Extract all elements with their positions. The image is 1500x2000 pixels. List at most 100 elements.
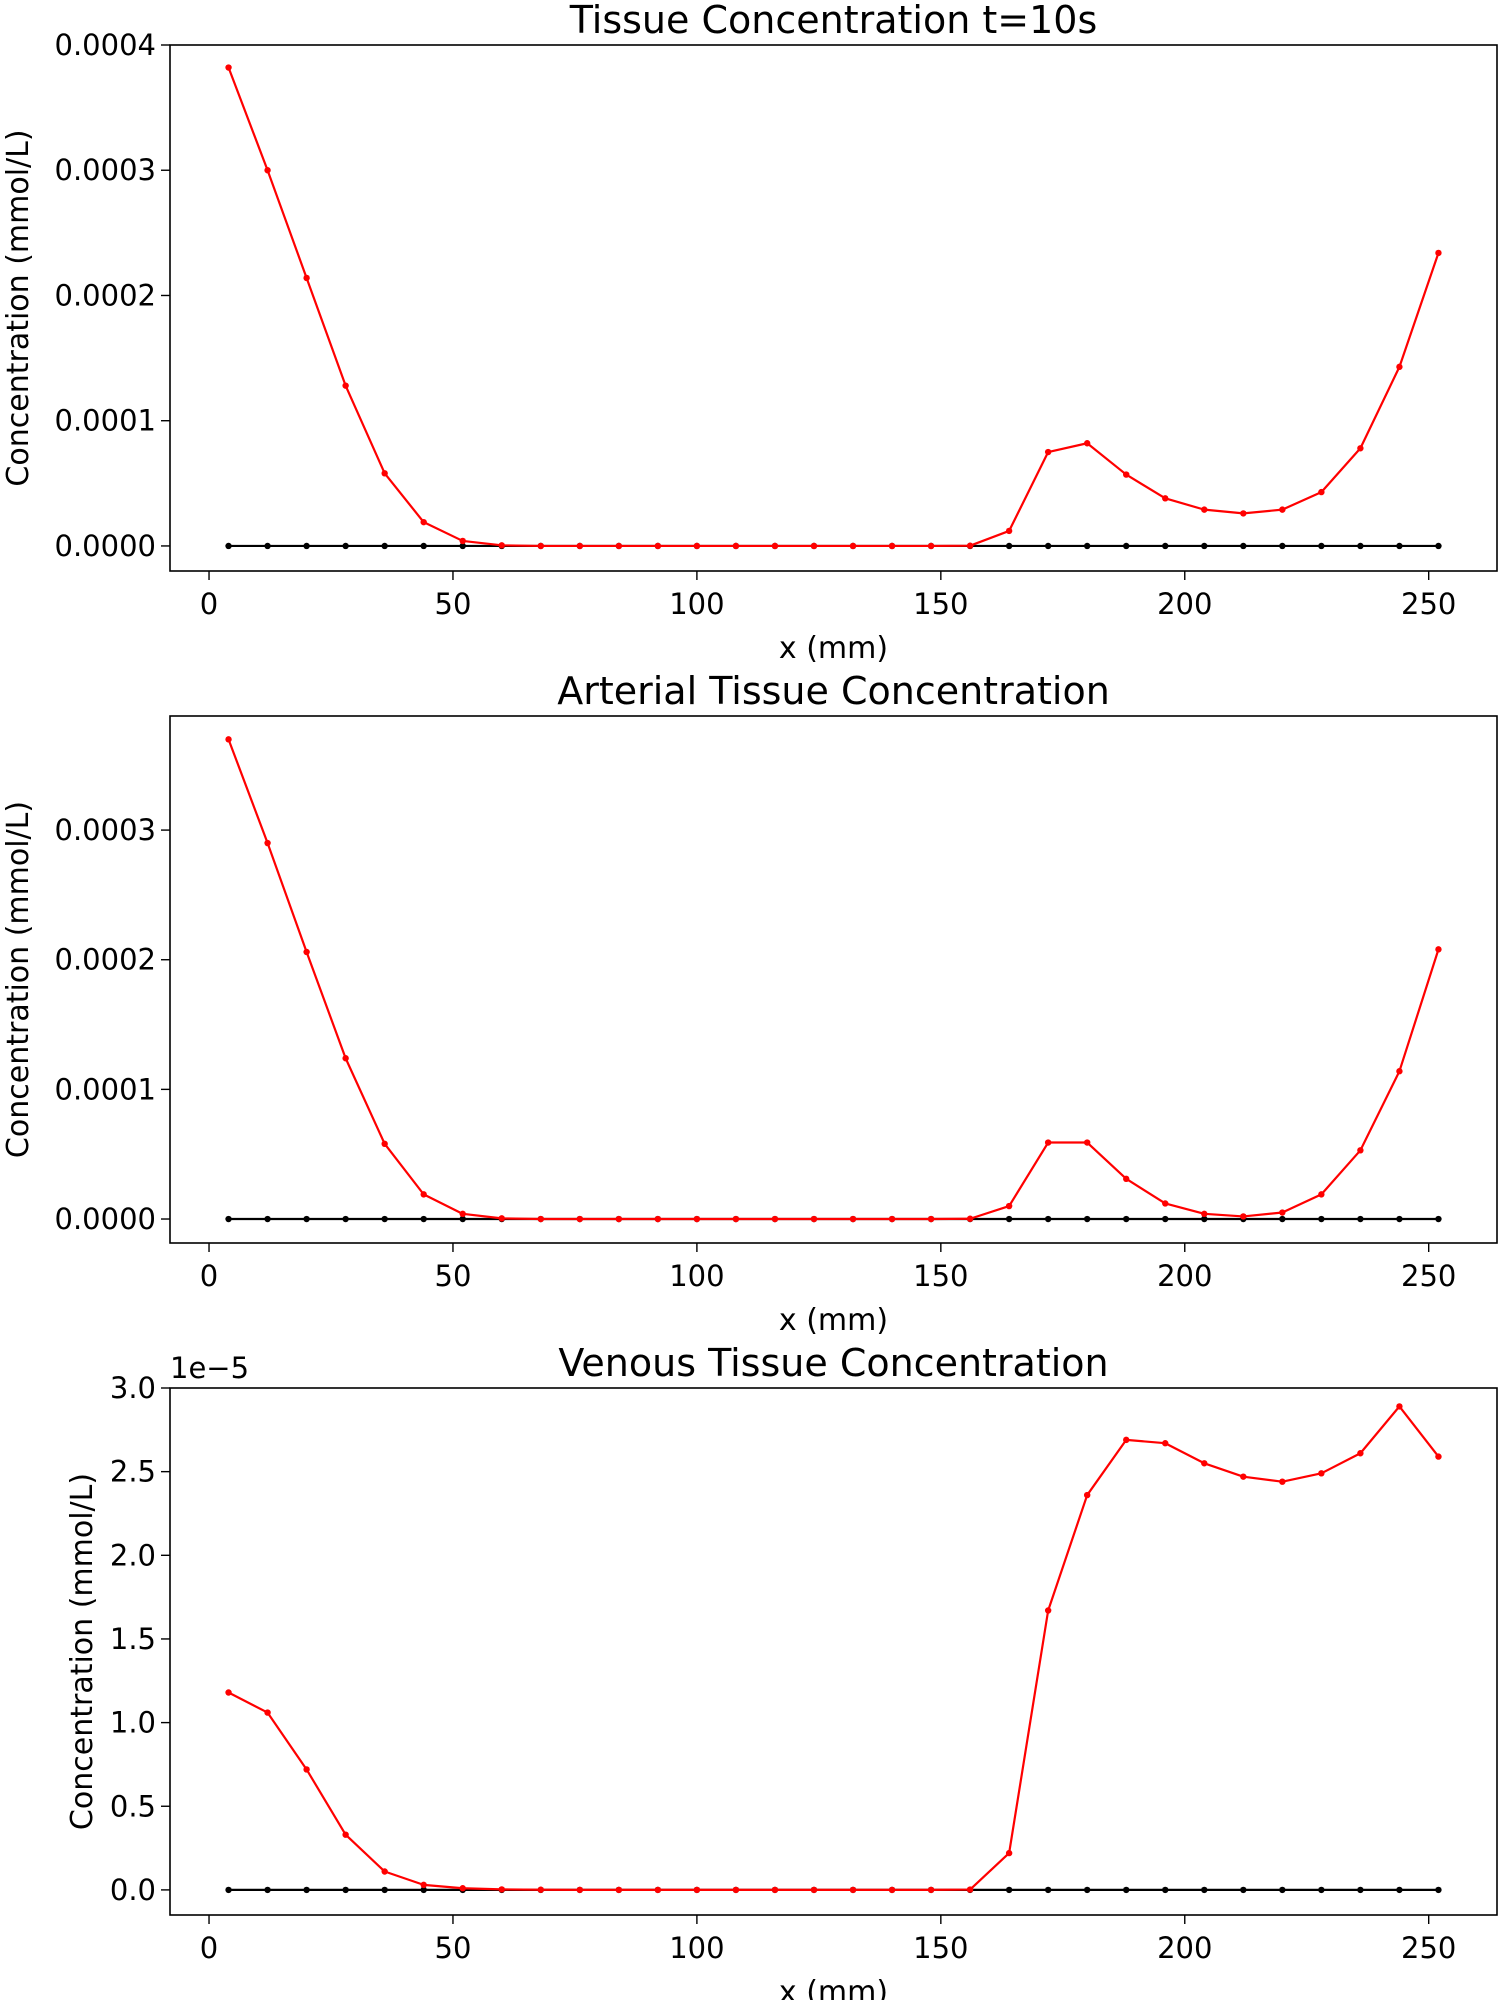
data-point [459, 1210, 466, 1218]
y-tick-label: 0.0000 [55, 529, 156, 563]
plot-frame [169, 44, 1498, 572]
x-tick-label: 0 [200, 587, 218, 621]
data-point [342, 1886, 349, 1894]
chart-title: Arterial Tissue Concentration [557, 669, 1110, 713]
series-line [227, 738, 1440, 1221]
y-axis-label: Concentration (mmol/L) [65, 1473, 100, 1830]
y-tick-label: 0.0003 [55, 813, 156, 847]
data-point [1044, 1886, 1052, 1894]
data-point [342, 1831, 349, 1838]
data-point [771, 1215, 779, 1223]
data-point [1201, 1210, 1208, 1218]
x-tick-label: 250 [1401, 1931, 1456, 1965]
plot-frame [169, 1387, 1498, 1916]
data-point [342, 542, 349, 550]
data-point [810, 1215, 818, 1223]
data-point [1240, 1886, 1247, 1894]
data-point [1279, 1209, 1286, 1216]
y-tick-label: 0.0002 [55, 943, 156, 977]
data-point [771, 1886, 779, 1894]
data-point [1162, 1440, 1169, 1447]
data-point [1201, 506, 1208, 513]
data-point [1357, 1215, 1364, 1223]
data-point [654, 1886, 662, 1894]
data-point [615, 1886, 623, 1894]
data-point [1123, 1215, 1130, 1223]
y-axis-label: Concentration (mmol/L) [1, 129, 36, 486]
data-point [966, 542, 974, 549]
x-tick-label: 150 [913, 1259, 968, 1293]
data-point [303, 542, 310, 550]
data-point [381, 1868, 388, 1875]
data-point [966, 1215, 974, 1222]
y-tick-label: 0.0004 [55, 28, 156, 62]
data-point [810, 542, 818, 550]
y-tick-label: 0.0001 [55, 1072, 156, 1106]
data-point [1396, 1403, 1403, 1410]
y-tick-label: 0.0001 [55, 404, 156, 438]
data-point [1162, 495, 1169, 502]
data-point [303, 948, 310, 956]
data-point [927, 542, 935, 550]
data-point [1318, 1886, 1325, 1894]
data-point [927, 1215, 935, 1223]
series-line [228, 1405, 1440, 1892]
chart-panel-1: 0 50 100 150 200 250 0.0000 0.0001 0.0002 0.0003 0… [1, 0, 1498, 666]
data-point [1396, 1068, 1403, 1075]
y-tick-label: 0.5 [110, 1789, 156, 1823]
data-point [1396, 1886, 1403, 1894]
data-point [264, 167, 271, 174]
data-point [1435, 249, 1442, 257]
y-tick-label: 3.0 [110, 1371, 156, 1405]
data-point [888, 542, 896, 550]
data-point [1044, 448, 1052, 456]
data-point [927, 1886, 935, 1894]
data-point [381, 1215, 388, 1223]
data-point [1162, 542, 1169, 550]
data-point [1162, 1200, 1169, 1207]
data-point [1083, 1491, 1091, 1499]
data-point [1357, 445, 1364, 452]
data-point [225, 1215, 232, 1223]
chart-title: Venous Tissue Concentration [558, 1341, 1108, 1385]
data-point [381, 1140, 388, 1148]
series-1 [225, 736, 1442, 1223]
data-point [849, 1886, 857, 1894]
data-point [264, 1886, 271, 1894]
data-point [576, 1215, 584, 1223]
x-tick-label: 50 [435, 587, 472, 621]
data-point [420, 1215, 427, 1223]
data-point [459, 537, 466, 545]
data-point [693, 542, 701, 550]
data-point [1318, 1470, 1325, 1477]
data-point [1123, 1886, 1130, 1894]
data-point [342, 1215, 349, 1223]
chart-title: Tissue Concentration t=10s [569, 0, 1098, 42]
data-point [264, 1215, 271, 1223]
data-point [654, 1215, 662, 1223]
data-point [1123, 542, 1130, 550]
x-tick-label: 200 [1157, 1259, 1212, 1293]
data-point [1240, 542, 1247, 550]
data-point [1318, 1215, 1325, 1223]
data-point [381, 542, 388, 550]
data-point [810, 1886, 818, 1894]
x-tick-label: 150 [913, 1931, 968, 1965]
data-point [342, 382, 349, 389]
data-point [1005, 527, 1013, 535]
x-tick-label: 50 [435, 1259, 472, 1293]
y-tick-label: 0.0000 [55, 1202, 156, 1236]
x-tick-label: 200 [1157, 1931, 1212, 1965]
data-point [420, 1191, 427, 1198]
x-tick-label: 250 [1401, 1259, 1456, 1293]
data-point [1357, 1147, 1364, 1154]
data-point [342, 1055, 349, 1062]
x-axis-label: x (mm) [779, 1303, 888, 1338]
data-point [264, 839, 271, 847]
y-axis-label: Concentration (mmol/L) [1, 801, 36, 1158]
x-axis-label: x (mm) [779, 1975, 888, 2000]
data-point [498, 542, 505, 549]
x-tick-label: 100 [669, 1259, 724, 1293]
plot-frame [169, 715, 1498, 1244]
